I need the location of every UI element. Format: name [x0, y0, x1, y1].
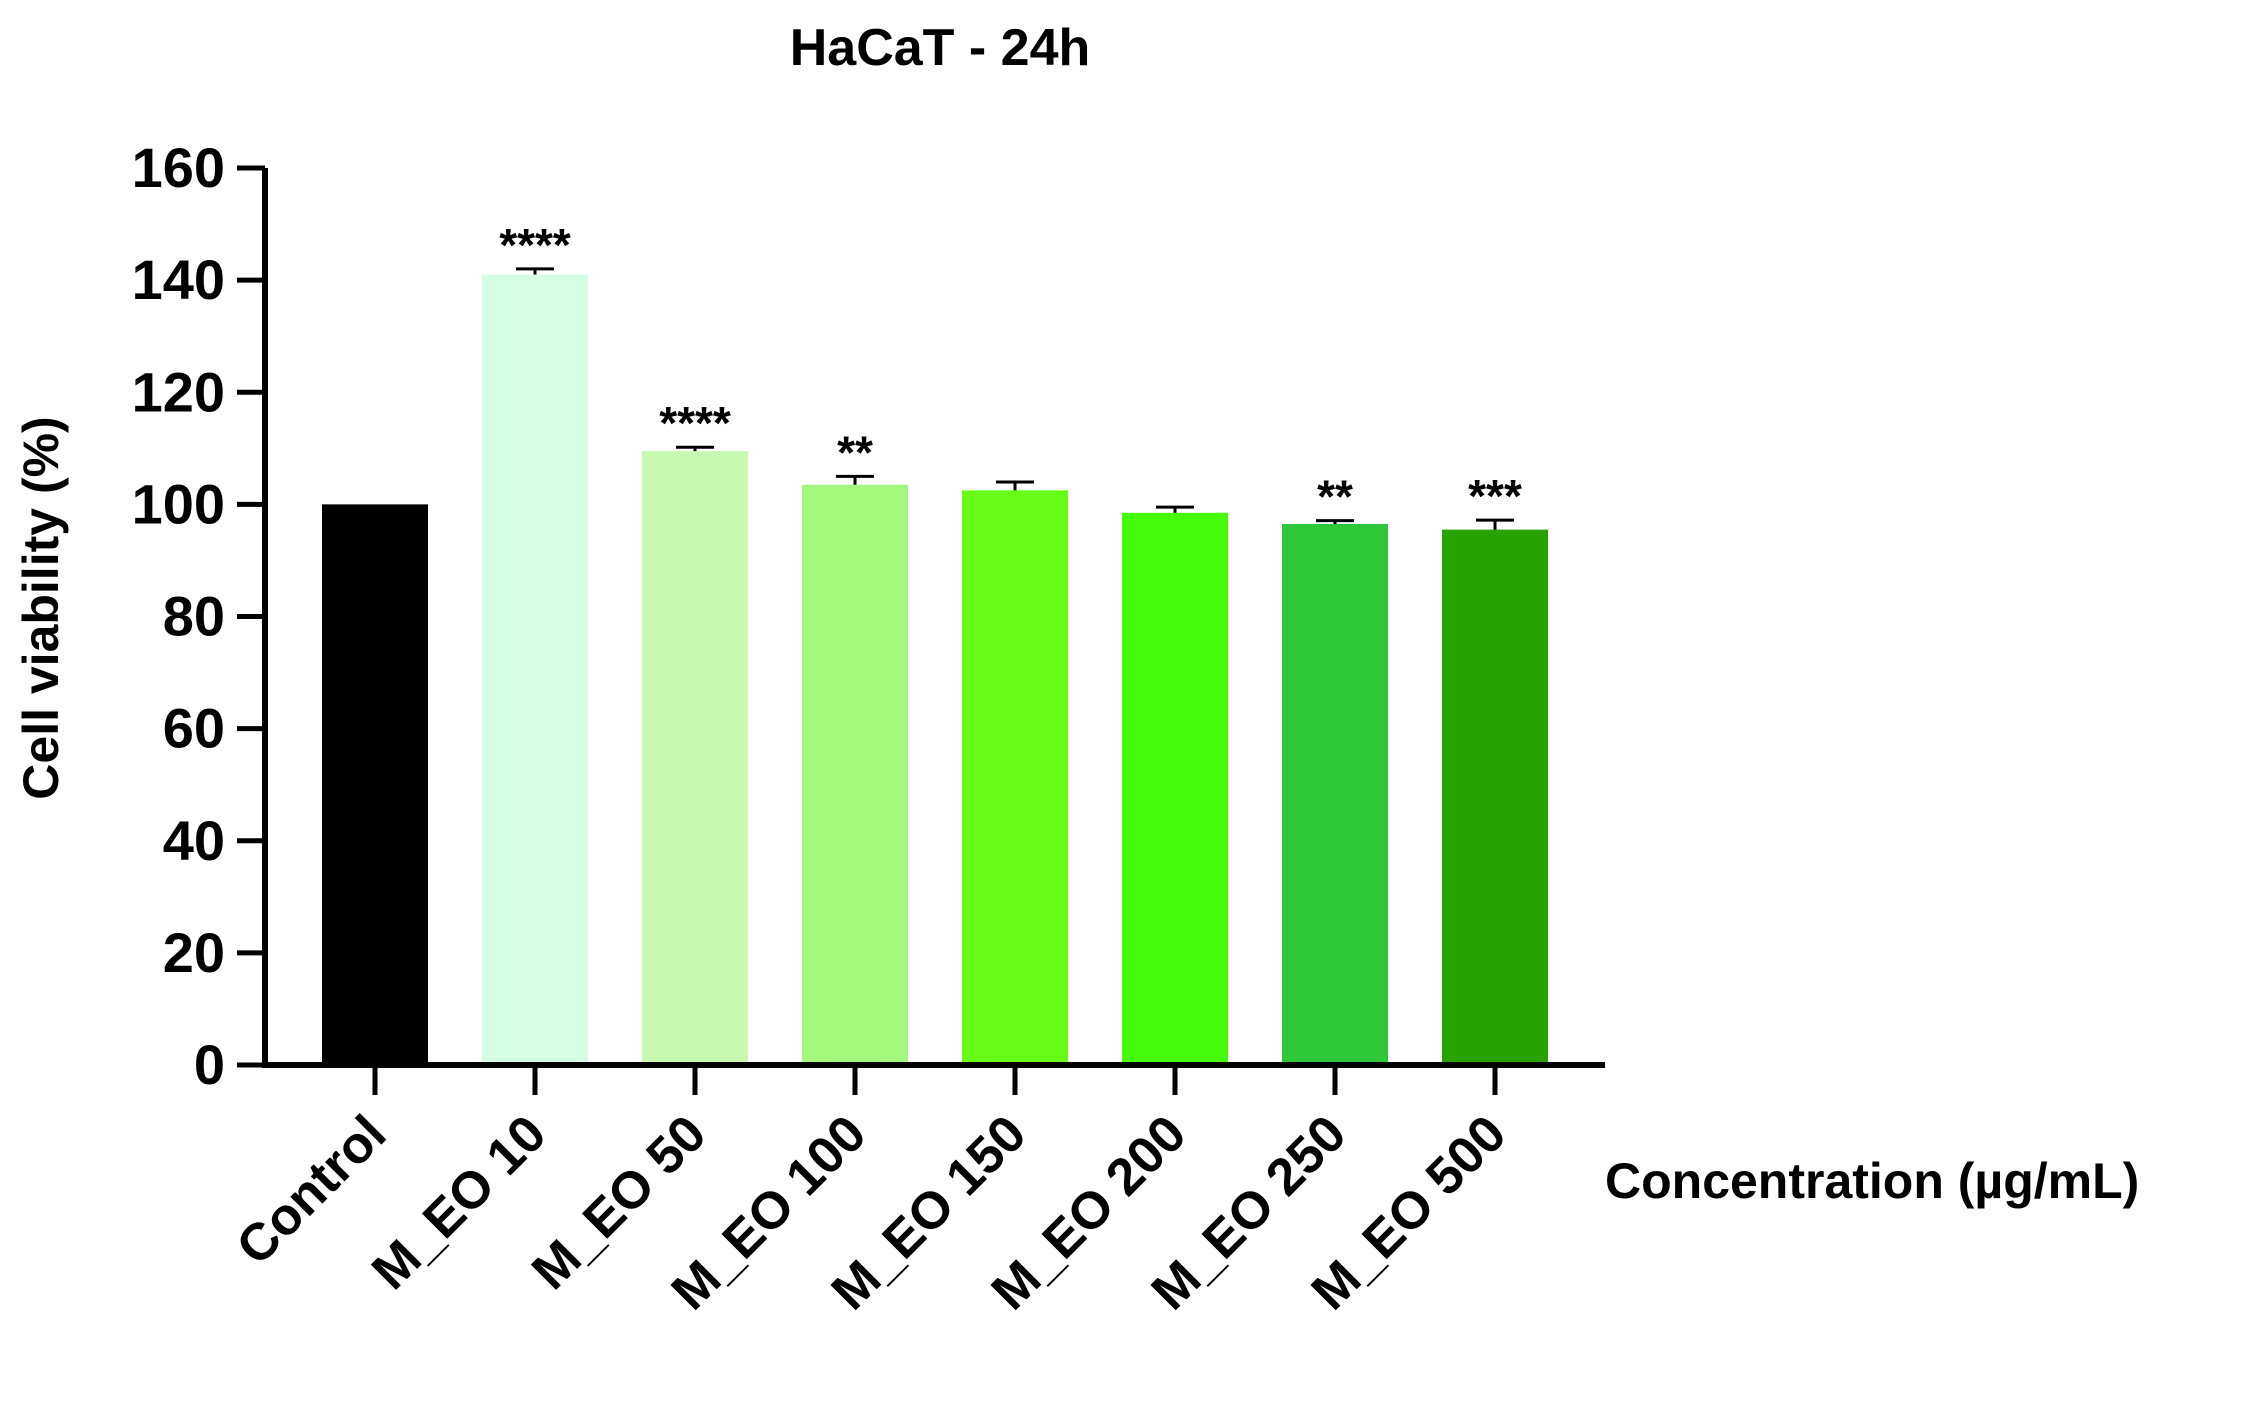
significance-label-6: **: [1317, 471, 1353, 523]
axes-group: [262, 168, 1605, 1068]
x-tick-label-1: M_EO 10: [361, 1104, 557, 1300]
bar-2: [642, 451, 748, 1066]
bar-7: [1442, 529, 1548, 1065]
bar-0: [322, 504, 428, 1065]
y-tick-label-3: 60: [163, 697, 225, 760]
bar-4: [962, 490, 1068, 1065]
y-axis-label: Cell viability (%): [13, 416, 69, 799]
y-tick-label-5: 100: [132, 472, 225, 535]
x-axis-label: Concentration (µg/mL): [1605, 1153, 2139, 1209]
chart-title: HaCaT - 24h: [790, 19, 1091, 77]
y-tick-label-7: 140: [132, 248, 225, 311]
y-tick-label-8: 160: [132, 136, 225, 199]
significance-label-1: ****: [499, 219, 571, 271]
bar-1: [482, 274, 588, 1065]
y-tick-label-1: 20: [163, 921, 225, 984]
bar-6: [1282, 523, 1388, 1065]
bar-3: [802, 484, 908, 1065]
significance-label-2: ****: [659, 397, 731, 449]
bars-group: [322, 274, 1548, 1066]
significance-label-7: ***: [1468, 470, 1522, 522]
y-ticks-group: 0 20 40 60 80 100 120 140 160: [132, 136, 265, 1096]
y-tick-label-6: 120: [132, 360, 225, 423]
y-tick-label-4: 80: [163, 585, 225, 648]
significance-label-3: **: [837, 426, 873, 478]
y-tick-label-2: 40: [163, 809, 225, 872]
significance-labels-group: ************ ***: [499, 219, 1522, 523]
y-tick-label-0: 0: [194, 1033, 225, 1096]
error-bars-group: [516, 267, 1514, 530]
bar-5: [1122, 512, 1228, 1065]
